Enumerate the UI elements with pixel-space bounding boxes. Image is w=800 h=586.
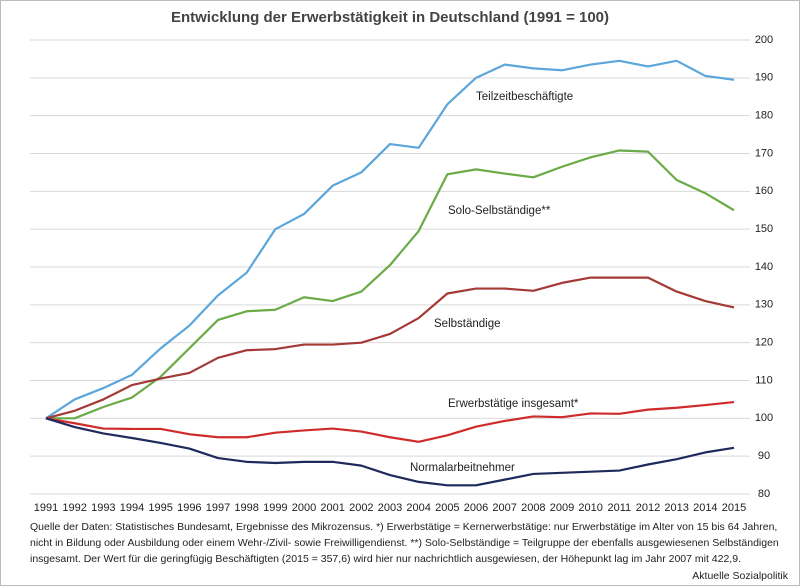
x-tick-label: 2002 [349, 502, 373, 514]
source: Aktuelle Sozialpolitik [692, 570, 788, 582]
series-line [45, 417, 735, 487]
x-tick-label: 2012 [636, 502, 660, 514]
y-tick-label: 140 [755, 261, 773, 273]
footnote: nicht in Bildung oder Ausbildung oder ei… [30, 537, 779, 549]
x-tick-label: 2014 [693, 502, 717, 514]
y-tick-label: 170 [755, 147, 773, 159]
series-line [46, 149, 735, 420]
series-label: Selbständige [434, 318, 501, 330]
x-tick-label: 2008 [521, 502, 545, 514]
series-line [45, 400, 735, 443]
y-tick-label: 130 [755, 299, 773, 311]
series-label: Solo-Selbständige** [448, 205, 551, 217]
series-label: Erwerbstätige insgesamt* [448, 398, 579, 410]
x-tick-label: 2009 [550, 502, 574, 514]
series-label: Normalarbeitnehmer [410, 462, 515, 474]
x-tick-label: 1998 [234, 502, 258, 514]
y-tick-label: 90 [758, 450, 770, 462]
x-tick-label: 1995 [148, 502, 172, 514]
series-label: Teilzeitbeschäftigte [476, 91, 573, 103]
x-tick-label: 1991 [34, 502, 58, 514]
y-tick-label: 200 [755, 34, 773, 46]
y-tick-label: 80 [758, 488, 770, 500]
x-tick-label: 1992 [62, 502, 86, 514]
footnote: Quelle der Daten: Statistisches Bundesam… [30, 521, 777, 533]
y-tick-label: 100 [755, 412, 773, 424]
series-line [45, 59, 735, 420]
x-tick-label: 2004 [406, 502, 430, 514]
x-tick-label: 2006 [464, 502, 488, 514]
y-tick-label: 190 [755, 72, 773, 84]
x-tick-label: 1997 [206, 502, 230, 514]
y-tick-label: 110 [755, 374, 773, 386]
x-tick-label: 1996 [177, 502, 201, 514]
x-tick-label: 1994 [120, 502, 144, 514]
y-tick-label: 180 [755, 110, 773, 122]
x-tick-label: 2000 [292, 502, 316, 514]
x-tick-label: 2005 [435, 502, 459, 514]
x-tick-label: 1993 [91, 502, 115, 514]
y-tick-label: 160 [755, 185, 773, 197]
x-tick-label: 1999 [263, 502, 287, 514]
y-tick-label: 120 [755, 337, 773, 349]
x-tick-label: 2007 [492, 502, 516, 514]
x-tick-label: 2001 [320, 502, 344, 514]
x-tick-label: 2011 [608, 502, 632, 514]
series-line [45, 276, 735, 420]
x-tick-label: 2010 [578, 502, 602, 514]
y-tick-label: 150 [755, 223, 773, 235]
footnote: insgesamt. Der Wert für die geringfügig … [30, 553, 741, 565]
x-tick-label: 2013 [664, 502, 688, 514]
x-tick-label: 2015 [722, 502, 746, 514]
x-tick-label: 2003 [378, 502, 402, 514]
chart-title: Entwicklung der Erwerbstätigkeit in Deut… [171, 9, 609, 26]
